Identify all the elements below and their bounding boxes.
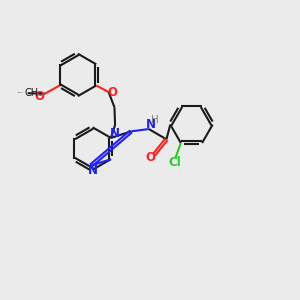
- Text: methoxy: methoxy: [18, 92, 24, 93]
- Text: Cl: Cl: [168, 157, 181, 169]
- Text: O: O: [146, 151, 155, 164]
- Text: N: N: [110, 127, 119, 140]
- Text: H: H: [152, 115, 159, 124]
- Text: O: O: [107, 86, 117, 99]
- Text: N: N: [146, 118, 156, 130]
- Text: O: O: [34, 90, 44, 103]
- Text: CH₃: CH₃: [25, 88, 43, 98]
- Text: N: N: [88, 164, 98, 177]
